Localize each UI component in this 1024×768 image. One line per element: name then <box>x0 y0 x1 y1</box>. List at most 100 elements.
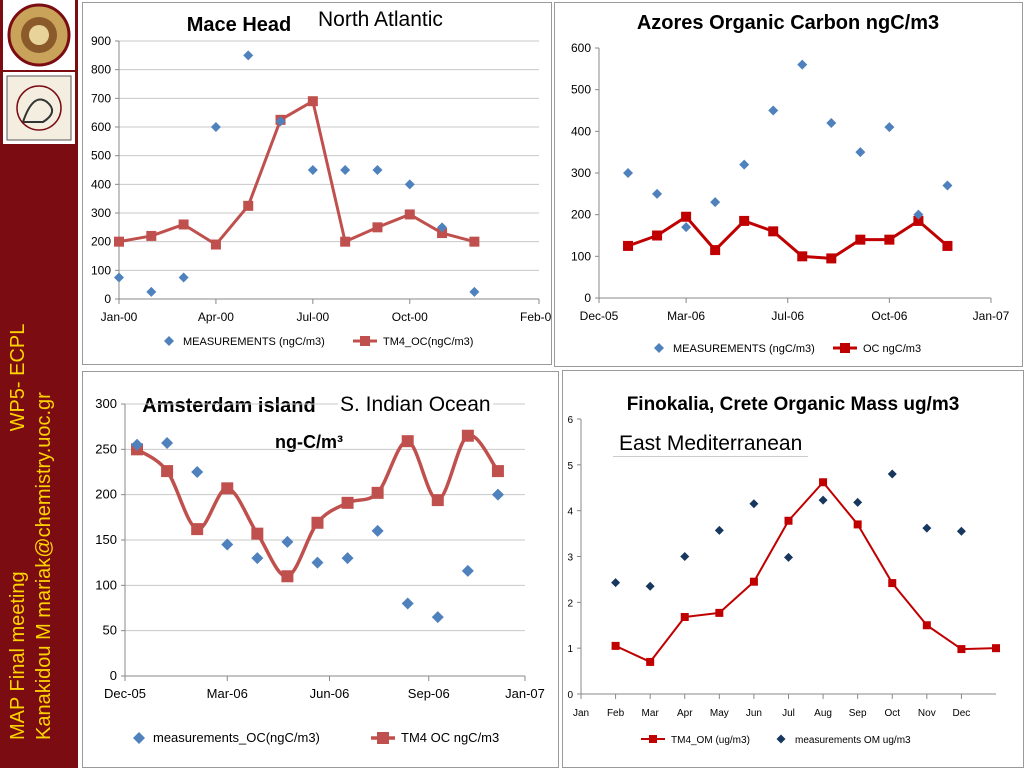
model-point <box>431 494 444 507</box>
y-tick-label: 200 <box>95 487 117 502</box>
measurement-point <box>210 122 221 132</box>
model-point <box>461 429 474 442</box>
measurement-point <box>372 165 383 175</box>
y-tick-label: 0 <box>104 292 111 306</box>
measurement-point <box>146 286 157 297</box>
note-east-med: East Mediterranean <box>613 432 809 456</box>
measurement-point <box>191 466 204 478</box>
measurement-point <box>311 556 324 569</box>
measurement-point <box>710 197 721 208</box>
x-tick-label: May <box>710 708 729 719</box>
model-point <box>191 523 204 536</box>
legend-label-measurements: measurements_OC(ngC/m3) <box>153 730 320 745</box>
model-point <box>341 496 354 509</box>
chart-azores: Azores Organic Carbon ngC/m3 0 100 200 300 40… <box>571 12 1010 355</box>
measurement-point <box>461 564 474 577</box>
y-tick-label: 600 <box>91 120 111 134</box>
measurement-point <box>623 168 634 178</box>
x-tick-label: Dec <box>953 708 971 719</box>
meeting-title: MAP Final meeting <box>7 571 29 740</box>
y-tick-label: 300 <box>571 166 591 180</box>
chart-title: Amsterdam island <box>142 395 315 417</box>
legend-marker-measurements <box>776 734 786 744</box>
x-tick-label: Mar <box>642 708 660 719</box>
measurement-point <box>884 122 895 133</box>
measurement-point <box>739 159 750 170</box>
measurement-point <box>942 180 953 191</box>
model-point <box>819 478 828 487</box>
chart-panel-azores: Azores Organic Carbon ngC/m3 0 100 200 300 40… <box>554 2 1023 367</box>
y-tick-label: 3 <box>567 553 573 564</box>
measurement-point <box>161 436 174 449</box>
model-point <box>992 644 1000 653</box>
model-point <box>942 240 953 251</box>
model-point <box>888 579 897 588</box>
chart-panel-mace-head: Mace Head 0 100 200 300 400 500 600 700 800 900 Jan… <box>82 2 552 365</box>
x-tick-label: Mar-06 <box>667 309 705 323</box>
model-point <box>784 516 793 525</box>
measurement-point <box>491 488 504 501</box>
ecpl-logo <box>3 72 75 144</box>
y-tick-label: 500 <box>571 83 591 97</box>
y-tick-label: 300 <box>95 396 117 411</box>
measurement-point <box>469 286 480 297</box>
author-line: Kanakidou M mariak@chemistry.uoc.gr <box>33 392 55 740</box>
model-point <box>491 465 504 478</box>
model-point <box>307 96 318 107</box>
model-point <box>146 230 157 241</box>
y-tick-label: 300 <box>91 206 111 220</box>
measurement-point <box>281 535 294 548</box>
legend-label-model: TM4_OM (ug/m3) <box>671 735 750 746</box>
measurement-point <box>251 552 264 565</box>
x-tick-label: Dec-05 <box>580 309 619 323</box>
model-point <box>681 211 692 222</box>
model-point <box>710 245 721 256</box>
measurement-point <box>681 222 692 233</box>
measurement-point <box>404 179 415 190</box>
legend-marker-measurements <box>164 336 174 346</box>
x-tick-label: Jul-00 <box>297 310 330 324</box>
measurement-point <box>956 526 966 536</box>
chart-title: Azores Organic Carbon ngC/m3 <box>637 12 939 34</box>
measurement-point <box>243 50 254 61</box>
sidebar: MAP Final meeting WP5- ECPL Kanakidou M m… <box>0 0 78 768</box>
measurement-point <box>714 525 724 535</box>
measurement-point <box>275 116 286 127</box>
legend-label-model: TM4_OC(ngC/m3) <box>383 336 473 348</box>
university-logo <box>3 0 75 70</box>
model-point <box>749 577 758 586</box>
legend-marker-model <box>377 732 389 744</box>
model-point <box>797 251 808 262</box>
legend-marker-model <box>649 735 657 743</box>
measurement-point <box>437 222 448 233</box>
measurement-point <box>221 538 234 551</box>
x-tick-label: Jan-07 <box>505 686 545 701</box>
y-tick-label: 0 <box>584 291 591 305</box>
model-point <box>178 219 189 230</box>
chart-subtitle: ng-C/m³ <box>275 432 343 452</box>
chart-panel-finokalia: Finokalia, Crete Organic Mass ug/m3 0 1 2 3 4… <box>562 370 1024 768</box>
model-point <box>243 200 254 211</box>
x-tick-label: Jan-07 <box>973 309 1010 323</box>
y-tick-label: 200 <box>571 208 591 222</box>
measurement-point <box>913 209 924 220</box>
measurement-point <box>784 552 793 562</box>
y-tick-label: 2 <box>567 598 573 609</box>
y-tick-label: 400 <box>91 177 111 191</box>
model-point <box>404 209 415 220</box>
measurement-point <box>826 118 837 128</box>
y-tick-label: 200 <box>91 235 111 249</box>
measurement-point <box>680 552 690 561</box>
model-point <box>853 520 862 529</box>
chart-panel-amsterdam: Amsterdam island ng-C/m³ 0 50 100 150 200 250 30… <box>82 371 559 768</box>
model-point <box>469 236 480 247</box>
y-tick-label: 0 <box>110 668 117 683</box>
x-tick-label: Oct-06 <box>871 309 907 323</box>
model-point <box>221 482 234 495</box>
x-tick-label: Feb <box>607 708 625 719</box>
model-point <box>768 226 779 237</box>
model-point <box>913 215 924 226</box>
model-point <box>855 234 866 245</box>
measurement-point <box>749 499 759 509</box>
measurement-point <box>922 523 932 533</box>
